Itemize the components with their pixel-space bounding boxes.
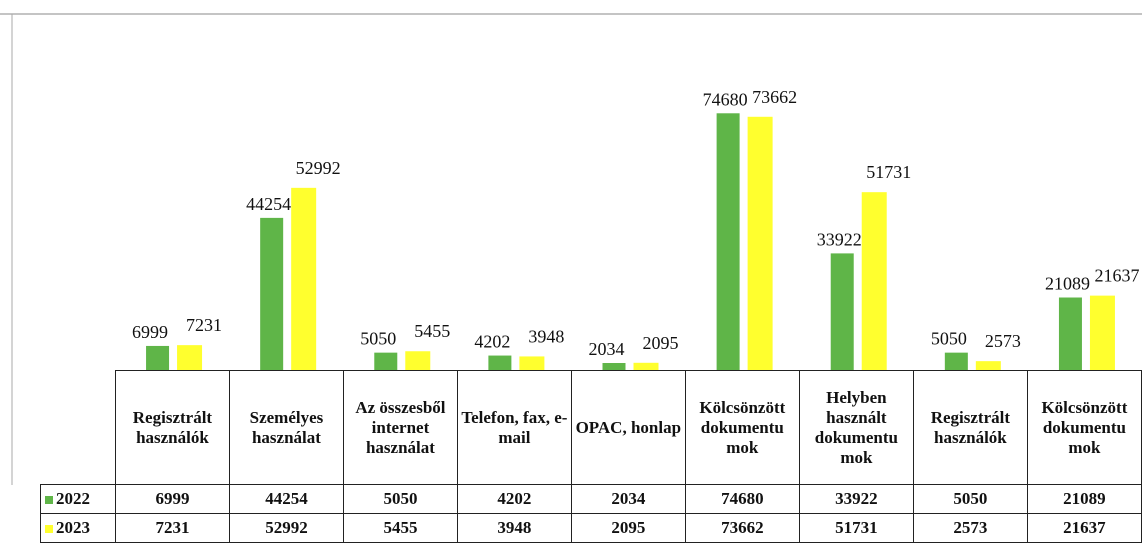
table-value: 21637 <box>1026 513 1142 543</box>
category-label: Kölcsönzött dokumentu mok <box>684 370 800 485</box>
data-label: 6999 <box>132 322 168 342</box>
data-label: 7231 <box>186 315 222 335</box>
data-label: 51731 <box>866 162 911 182</box>
legend-label: 2022 <box>56 489 90 508</box>
data-label: 74680 <box>703 89 748 109</box>
bar <box>716 113 740 370</box>
table-value: 21089 <box>1026 484 1142 514</box>
data-label: 5050 <box>931 329 967 349</box>
data-label: 3948 <box>528 326 564 346</box>
bar <box>519 356 545 370</box>
table-value: 73662 <box>684 513 800 543</box>
bar <box>1089 295 1115 370</box>
table-value: 33922 <box>798 484 914 514</box>
data-label: 73662 <box>752 87 797 107</box>
bar <box>602 363 626 370</box>
bar <box>830 253 854 370</box>
data-label: 4202 <box>474 332 510 352</box>
data-label: 2573 <box>985 331 1021 351</box>
table-value: 4202 <box>456 484 572 514</box>
bar <box>975 361 1001 370</box>
table-value: 2034 <box>570 484 686 514</box>
table-value: 51731 <box>798 513 914 543</box>
category-label: Személyes használat <box>228 370 344 485</box>
legend-label: 2023 <box>56 518 90 537</box>
bar <box>177 345 203 370</box>
bar <box>374 352 398 370</box>
header-row: Regisztrált használók Személyes használat… <box>40 370 1142 485</box>
category-label: OPAC, honlap <box>570 370 686 485</box>
table-value: 5050 <box>342 484 458 514</box>
category-label: Regisztrált használók <box>114 370 230 485</box>
data-table: Regisztrált használók Személyes használat… <box>40 370 1142 543</box>
legend-swatch <box>45 525 53 534</box>
corner-cell <box>40 370 116 485</box>
data-label: 33922 <box>817 229 862 249</box>
table-value: 6999 <box>114 484 230 514</box>
category-label: Helyben használt dokumentu mok <box>798 370 914 485</box>
bar <box>260 217 284 370</box>
data-label: 5455 <box>414 321 450 341</box>
bar <box>944 352 968 370</box>
data-label: 21637 <box>1094 266 1139 286</box>
category-label: Az összesből internet használat <box>342 370 458 485</box>
table-value: 5050 <box>912 484 1028 514</box>
bar <box>291 187 317 370</box>
legend-cell: 2023 <box>40 513 116 543</box>
bar <box>633 362 659 370</box>
category-label: Regisztrált használók <box>912 370 1028 485</box>
table-value: 5455 <box>342 513 458 543</box>
table-value: 74680 <box>684 484 800 514</box>
bar <box>1058 297 1082 370</box>
category-label: Telefon, fax, e-mail <box>456 370 572 485</box>
bar <box>747 116 773 371</box>
series-row: 2023 7231 52992 5455 3948 2095 73662 51731 2573 2… <box>40 513 1142 543</box>
series-row: 2022 6999 44254 5050 4202 2034 74680 33922 5050 2… <box>40 484 1142 514</box>
bar <box>405 351 431 370</box>
legend-cell: 2022 <box>40 484 116 514</box>
data-label: 2095 <box>643 333 679 353</box>
table-value: 2095 <box>570 513 686 543</box>
bar <box>861 192 887 370</box>
table-value: 2573 <box>912 513 1028 543</box>
data-label: 2034 <box>589 339 625 359</box>
data-label: 5050 <box>360 329 396 349</box>
data-label: 44254 <box>246 194 291 214</box>
bar <box>146 345 170 370</box>
data-label: 52992 <box>296 158 341 178</box>
table-value: 3948 <box>456 513 572 543</box>
data-label: 21089 <box>1045 274 1090 294</box>
table-value: 7231 <box>114 513 230 543</box>
bar <box>488 355 512 370</box>
table-value: 44254 <box>228 484 344 514</box>
legend-swatch <box>45 496 53 505</box>
table-value: 52992 <box>228 513 344 543</box>
category-label: Kölcsönzött dokumentu mok <box>1026 370 1142 485</box>
